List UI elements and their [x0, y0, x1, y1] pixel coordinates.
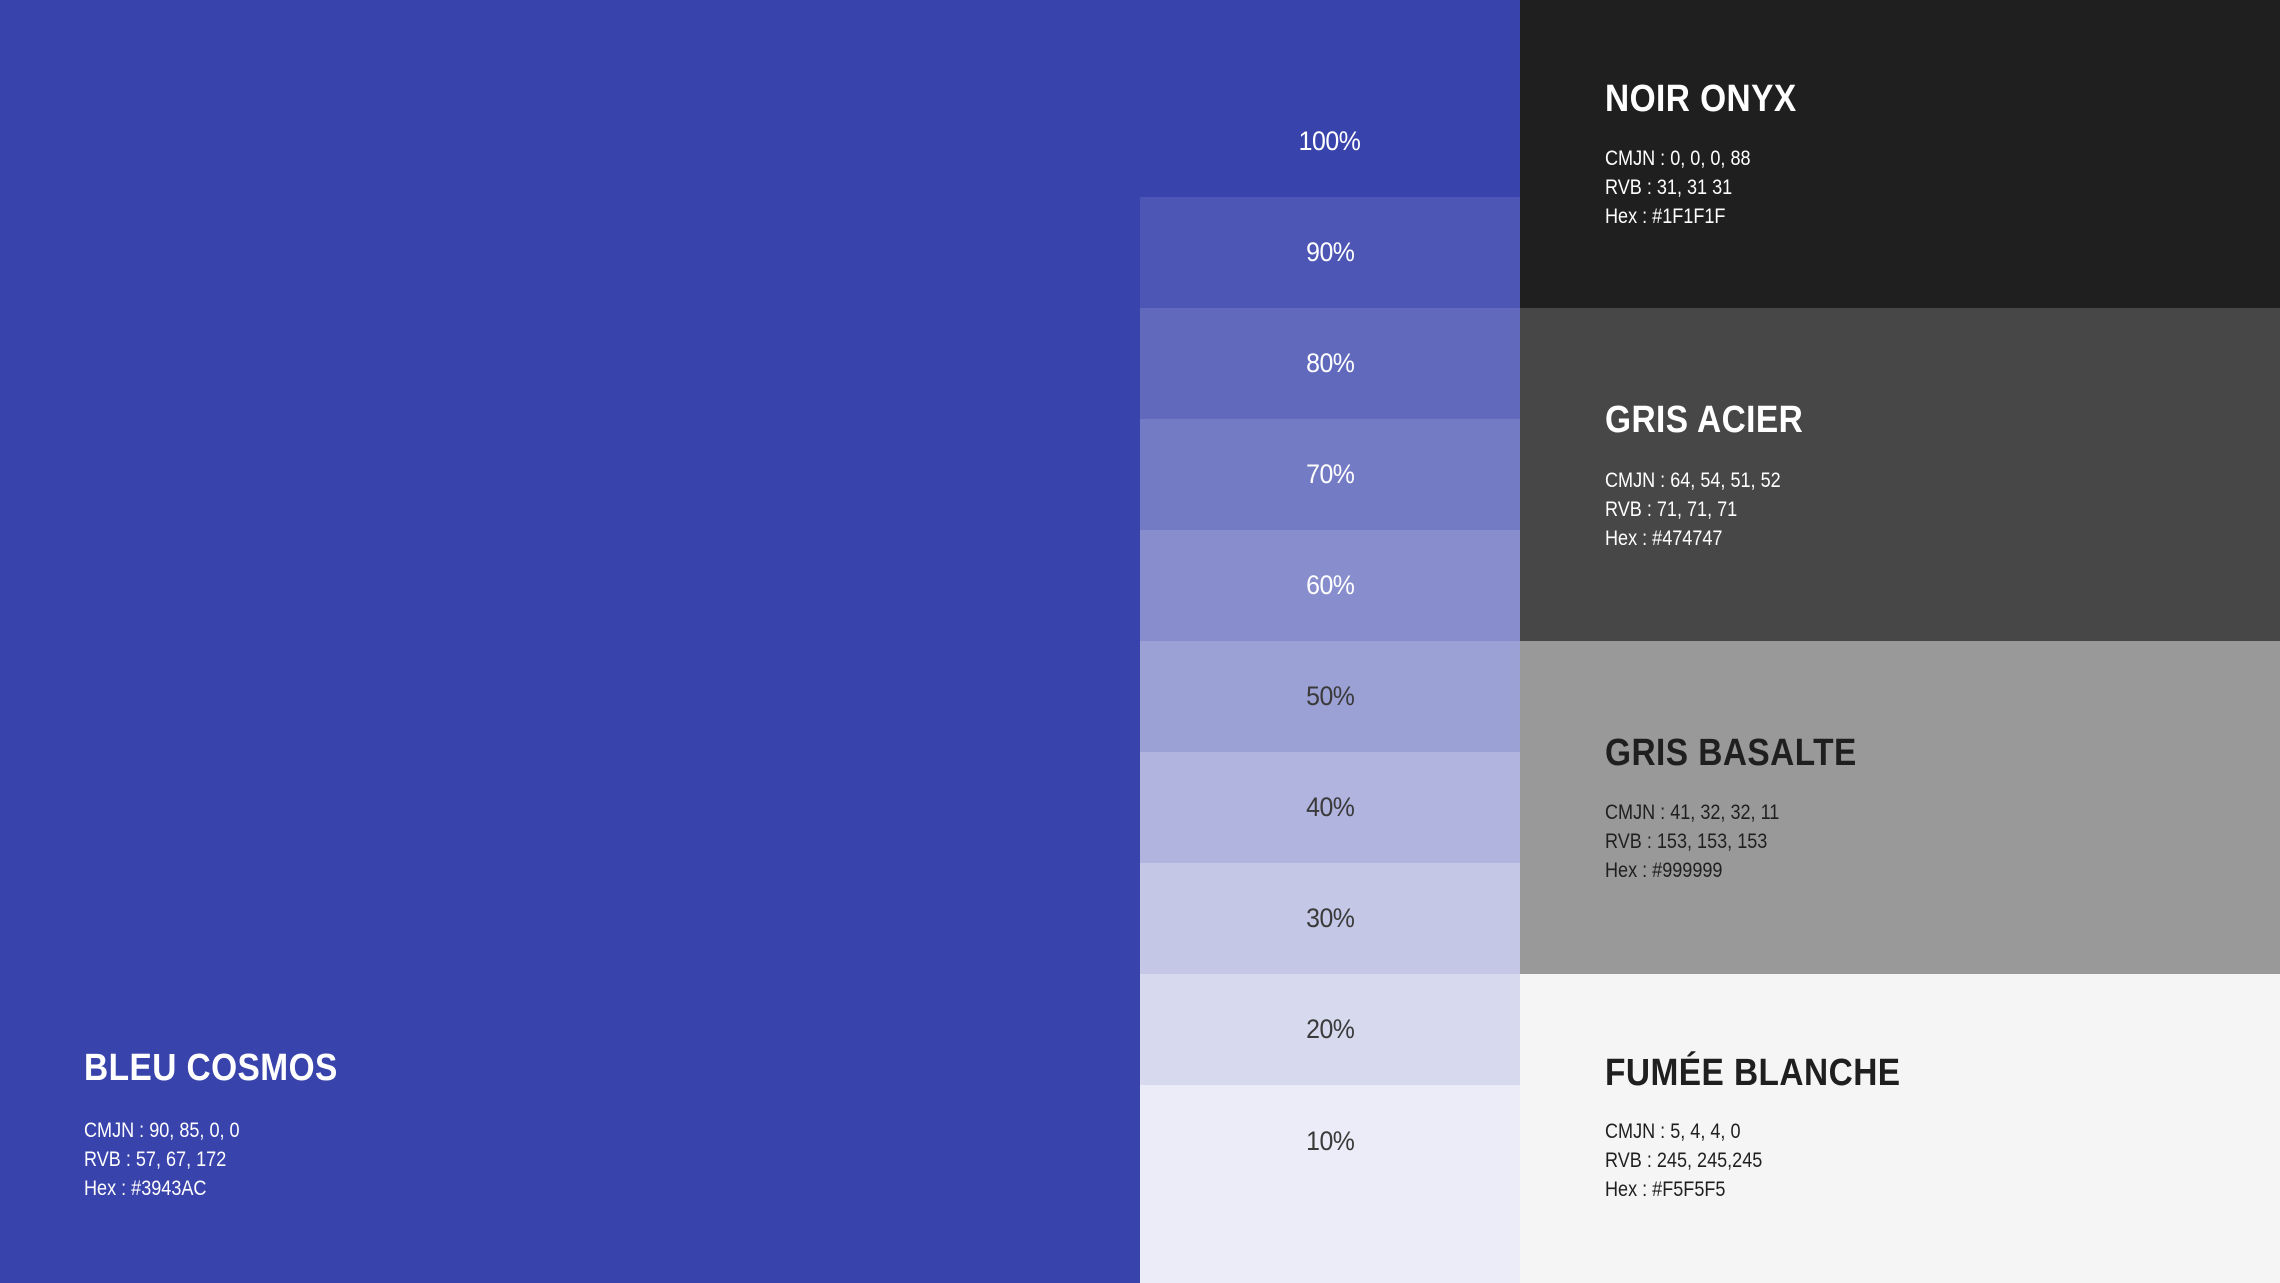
- swatch-specs: CMJN : 5, 4, 4, 0 RVB : 245, 245,245 Hex…: [1605, 1117, 1762, 1204]
- tint-label: 40%: [1305, 792, 1355, 822]
- swatch-specs: CMJN : 0, 0, 0, 88 RVB : 31, 31 31 Hex :…: [1605, 144, 1751, 231]
- swatch-gris-acier: GRIS ACIER CMJN : 64, 54, 51, 52 RVB : 7…: [1520, 308, 2280, 641]
- tint-label: 90%: [1305, 237, 1355, 267]
- swatch-cmjn: CMJN : 0, 0, 0, 88: [1605, 147, 1751, 170]
- primary-color-name: BLEU COSMOS: [84, 1047, 338, 1089]
- swatch-hex: Hex : #1F1F1F: [1605, 205, 1726, 228]
- tint-label: 20%: [1305, 1014, 1355, 1044]
- swatch-name: FUMÉE BLANCHE: [1605, 1052, 1901, 1094]
- swatch-rvb: RVB : 153, 153, 153: [1605, 830, 1768, 853]
- tint-label: 70%: [1305, 459, 1355, 489]
- tint-label: 100%: [1299, 126, 1361, 156]
- tint-30: 30%: [1140, 863, 1520, 974]
- swatch-noir-onyx: NOIR ONYX CMJN : 0, 0, 0, 88 RVB : 31, 3…: [1520, 0, 2280, 308]
- tint-label: 50%: [1305, 681, 1355, 711]
- tint-10: 10%: [1140, 1085, 1520, 1283]
- swatch-fumee-blanche: FUMÉE BLANCHE CMJN : 5, 4, 4, 0 RVB : 24…: [1520, 974, 2280, 1283]
- tint-label: 80%: [1305, 348, 1355, 378]
- swatch-rvb: RVB : 245, 245,245: [1605, 1149, 1763, 1172]
- swatch-hex: Hex : #474747: [1605, 527, 1723, 550]
- primary-rvb: RVB : 57, 67, 172: [84, 1148, 227, 1171]
- primary-color-specs: CMJN : 90, 85, 0, 0 RVB : 57, 67, 172 He…: [84, 1116, 240, 1203]
- tint-label: 10%: [1305, 1126, 1355, 1156]
- tint-20: 20%: [1140, 974, 1520, 1085]
- swatch-specs: CMJN : 64, 54, 51, 52 RVB : 71, 71, 71 H…: [1605, 466, 1781, 553]
- swatch-specs: CMJN : 41, 32, 32, 11 RVB : 153, 153, 15…: [1605, 798, 1779, 885]
- tint-70: 70%: [1140, 419, 1520, 530]
- primary-cmjn: CMJN : 90, 85, 0, 0: [84, 1119, 240, 1142]
- swatch-cmjn: CMJN : 41, 32, 32, 11: [1605, 801, 1780, 824]
- swatch-hex: Hex : #999999: [1605, 859, 1723, 882]
- swatch-name: GRIS ACIER: [1605, 399, 1804, 441]
- tint-label: 30%: [1305, 903, 1355, 933]
- swatch-rvb: RVB : 31, 31 31: [1605, 176, 1733, 199]
- tint-50: 50%: [1140, 641, 1520, 752]
- swatch-cmjn: CMJN : 64, 54, 51, 52: [1605, 469, 1781, 492]
- tint-scale: 100% 90% 80% 70% 60% 50% 40% 30% 20% 10%: [1140, 0, 1520, 1283]
- swatch-cmjn: CMJN : 5, 4, 4, 0: [1605, 1120, 1741, 1143]
- swatch-hex: Hex : #F5F5F5: [1605, 1178, 1726, 1201]
- swatch-name: GRIS BASALTE: [1605, 732, 1857, 774]
- tint-80: 80%: [1140, 308, 1520, 419]
- primary-hex: Hex : #3943AC: [84, 1177, 207, 1200]
- swatch-gris-basalte: GRIS BASALTE CMJN : 41, 32, 32, 11 RVB :…: [1520, 641, 2280, 974]
- primary-swatch-bleu-cosmos: BLEU COSMOS CMJN : 90, 85, 0, 0 RVB : 57…: [84, 1047, 338, 1203]
- tint-40: 40%: [1140, 752, 1520, 863]
- tint-label: 60%: [1305, 570, 1355, 600]
- tint-90: 90%: [1140, 197, 1520, 308]
- swatch-name: NOIR ONYX: [1605, 78, 1797, 120]
- tint-60: 60%: [1140, 530, 1520, 641]
- swatch-rvb: RVB : 71, 71, 71: [1605, 498, 1738, 521]
- tint-100: 100%: [1140, 0, 1520, 197]
